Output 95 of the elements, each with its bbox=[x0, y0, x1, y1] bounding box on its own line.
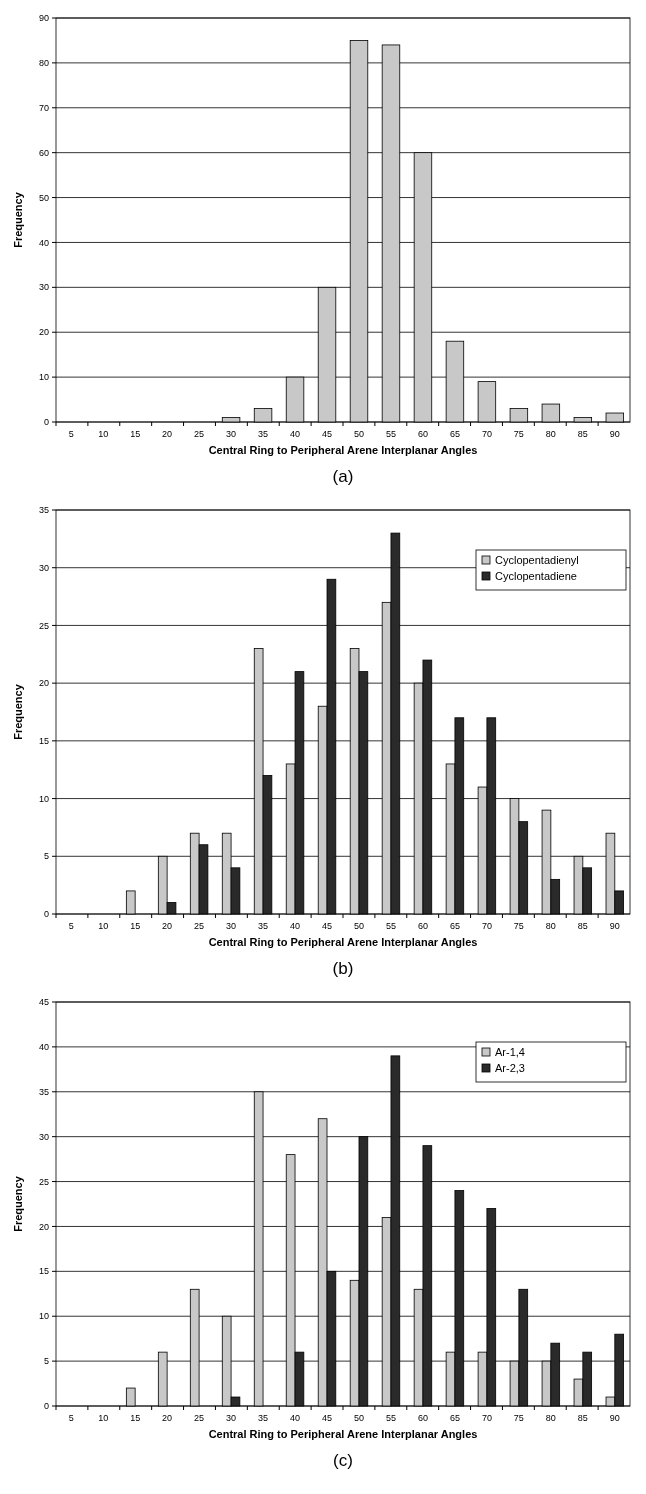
x-tick-label: 10 bbox=[98, 1413, 109, 1423]
y-axis-title: Frequency bbox=[12, 1175, 24, 1232]
y-tick-label: 20 bbox=[38, 678, 49, 689]
x-tick-label: 70 bbox=[481, 921, 492, 931]
y-tick-label: 10 bbox=[38, 793, 49, 804]
y-tick-label: 25 bbox=[38, 620, 49, 631]
x-tick-label: 20 bbox=[162, 921, 173, 931]
x-tick-label: 80 bbox=[545, 429, 556, 439]
y-tick-label: 70 bbox=[38, 102, 49, 113]
y-tick-label: 0 bbox=[43, 417, 49, 428]
y-tick-label: 20 bbox=[38, 1221, 49, 1232]
x-tick-label: 85 bbox=[577, 429, 588, 439]
y-tick-label: 40 bbox=[38, 1042, 49, 1053]
x-tick-label: 85 bbox=[577, 1413, 588, 1423]
x-tick-label: 65 bbox=[449, 1413, 460, 1423]
x-tick-label: 5 bbox=[68, 429, 74, 439]
x-tick-label: 15 bbox=[130, 1413, 141, 1423]
x-tick-label: 30 bbox=[226, 921, 237, 931]
y-tick-label: 30 bbox=[38, 282, 49, 293]
x-tick-label: 35 bbox=[258, 429, 269, 439]
y-tick-label: 10 bbox=[38, 372, 49, 383]
x-tick-label: 50 bbox=[353, 1413, 364, 1423]
y-tick-label: 10 bbox=[38, 1311, 49, 1322]
x-tick-label: 70 bbox=[481, 1413, 492, 1423]
x-axis-title: Central Ring to Peripheral Arene Interplanar Angles bbox=[208, 444, 478, 456]
x-tick-label: 75 bbox=[513, 429, 524, 439]
x-tick-label: 90 bbox=[609, 429, 620, 439]
legend-label: Cyclopentadiene bbox=[495, 569, 577, 582]
y-tick-label: 35 bbox=[38, 505, 49, 516]
y-tick-label: 20 bbox=[38, 327, 49, 338]
text: (c) bbox=[333, 1451, 353, 1470]
y-tick-label: 25 bbox=[38, 1176, 49, 1187]
y-tick-label: 45 bbox=[38, 997, 49, 1008]
x-tick-label: 75 bbox=[513, 1413, 524, 1423]
y-tick-label: 5 bbox=[43, 851, 49, 862]
x-axis-title: Central Ring to Peripheral Arene Interplanar Angles bbox=[208, 936, 478, 948]
x-tick-label: 45 bbox=[322, 429, 333, 439]
y-axis-title: Frequency bbox=[12, 683, 24, 740]
x-tick-label: 5 bbox=[68, 1413, 74, 1423]
legend-label: Ar-2,3 bbox=[495, 1061, 525, 1074]
y-tick-label: 60 bbox=[38, 147, 49, 158]
y-tick-label: 15 bbox=[38, 736, 49, 747]
x-tick-label: 50 bbox=[353, 429, 364, 439]
x-tick-label: 60 bbox=[417, 921, 428, 931]
y-tick-label: 30 bbox=[38, 1131, 49, 1142]
x-tick-label: 15 bbox=[130, 921, 141, 931]
x-tick-label: 40 bbox=[290, 921, 301, 931]
x-tick-label: 35 bbox=[258, 1413, 269, 1423]
y-tick-label: 40 bbox=[38, 237, 49, 248]
x-tick-label: 5 bbox=[68, 921, 74, 931]
x-tick-label: 75 bbox=[513, 921, 524, 931]
x-tick-label: 45 bbox=[322, 921, 333, 931]
y-tick-label: 5 bbox=[43, 1356, 49, 1367]
x-tick-label: 60 bbox=[417, 429, 428, 439]
x-tick-label: 80 bbox=[545, 1413, 556, 1423]
x-tick-label: 90 bbox=[609, 921, 620, 931]
y-tick-label: 90 bbox=[38, 13, 49, 24]
x-tick-label: 70 bbox=[481, 429, 492, 439]
x-tick-label: 85 bbox=[577, 921, 588, 931]
x-tick-label: 40 bbox=[290, 1413, 301, 1423]
y-tick-label: 35 bbox=[38, 1086, 49, 1097]
x-tick-label: 10 bbox=[98, 921, 109, 931]
legend-label: Cyclopentadienyl bbox=[495, 553, 579, 566]
y-tick-label: 15 bbox=[38, 1266, 49, 1277]
x-tick-label: 20 bbox=[162, 429, 173, 439]
y-tick-label: 30 bbox=[38, 562, 49, 573]
x-tick-label: 25 bbox=[194, 921, 205, 931]
x-tick-label: 55 bbox=[385, 1413, 396, 1423]
x-tick-label: 30 bbox=[226, 429, 237, 439]
x-axis-title: Central Ring to Peripheral Arene Interplanar Angles bbox=[208, 1428, 478, 1440]
y-tick-label: 0 bbox=[43, 1401, 49, 1412]
y-axis-title: Frequency bbox=[12, 191, 24, 248]
x-tick-label: 80 bbox=[545, 921, 556, 931]
x-tick-label: 45 bbox=[322, 1413, 333, 1423]
x-tick-label: 25 bbox=[194, 429, 205, 439]
x-tick-label: 20 bbox=[162, 1413, 173, 1423]
text: (b) bbox=[332, 959, 354, 978]
text: (a) bbox=[332, 467, 354, 486]
x-tick-label: 25 bbox=[194, 1413, 205, 1423]
x-tick-label: 65 bbox=[449, 921, 460, 931]
legend-label: Ar-1,4 bbox=[495, 1045, 525, 1058]
x-tick-label: 40 bbox=[290, 429, 301, 439]
y-tick-label: 50 bbox=[38, 192, 49, 203]
x-tick-label: 90 bbox=[609, 1413, 620, 1423]
y-tick-label: 0 bbox=[43, 909, 49, 920]
x-tick-label: 35 bbox=[258, 921, 269, 931]
x-tick-label: 60 bbox=[417, 1413, 428, 1423]
x-tick-label: 55 bbox=[385, 429, 396, 439]
x-tick-label: 15 bbox=[130, 429, 141, 439]
y-tick-label: 80 bbox=[38, 58, 49, 69]
x-tick-label: 10 bbox=[98, 429, 109, 439]
x-tick-label: 65 bbox=[449, 429, 460, 439]
x-tick-label: 50 bbox=[353, 921, 364, 931]
x-tick-label: 30 bbox=[226, 1413, 237, 1423]
x-tick-label: 55 bbox=[385, 921, 396, 931]
